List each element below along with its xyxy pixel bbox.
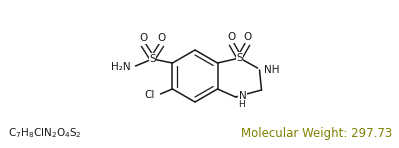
Text: Molecular Weight: 297.73: Molecular Weight: 297.73 — [241, 127, 392, 140]
Text: S: S — [149, 54, 156, 64]
Text: O: O — [139, 33, 148, 43]
Text: H: H — [239, 99, 245, 108]
Text: O: O — [227, 32, 236, 42]
Text: O: O — [243, 32, 252, 42]
Text: Cl: Cl — [144, 90, 154, 100]
Text: C$_7$H$_8$ClN$_2$O$_4$S$_2$: C$_7$H$_8$ClN$_2$O$_4$S$_2$ — [8, 126, 82, 140]
Text: S: S — [236, 53, 243, 63]
Text: H₂N: H₂N — [111, 62, 130, 72]
Text: N: N — [239, 91, 246, 101]
Text: NH: NH — [263, 65, 279, 75]
Text: O: O — [157, 33, 166, 43]
